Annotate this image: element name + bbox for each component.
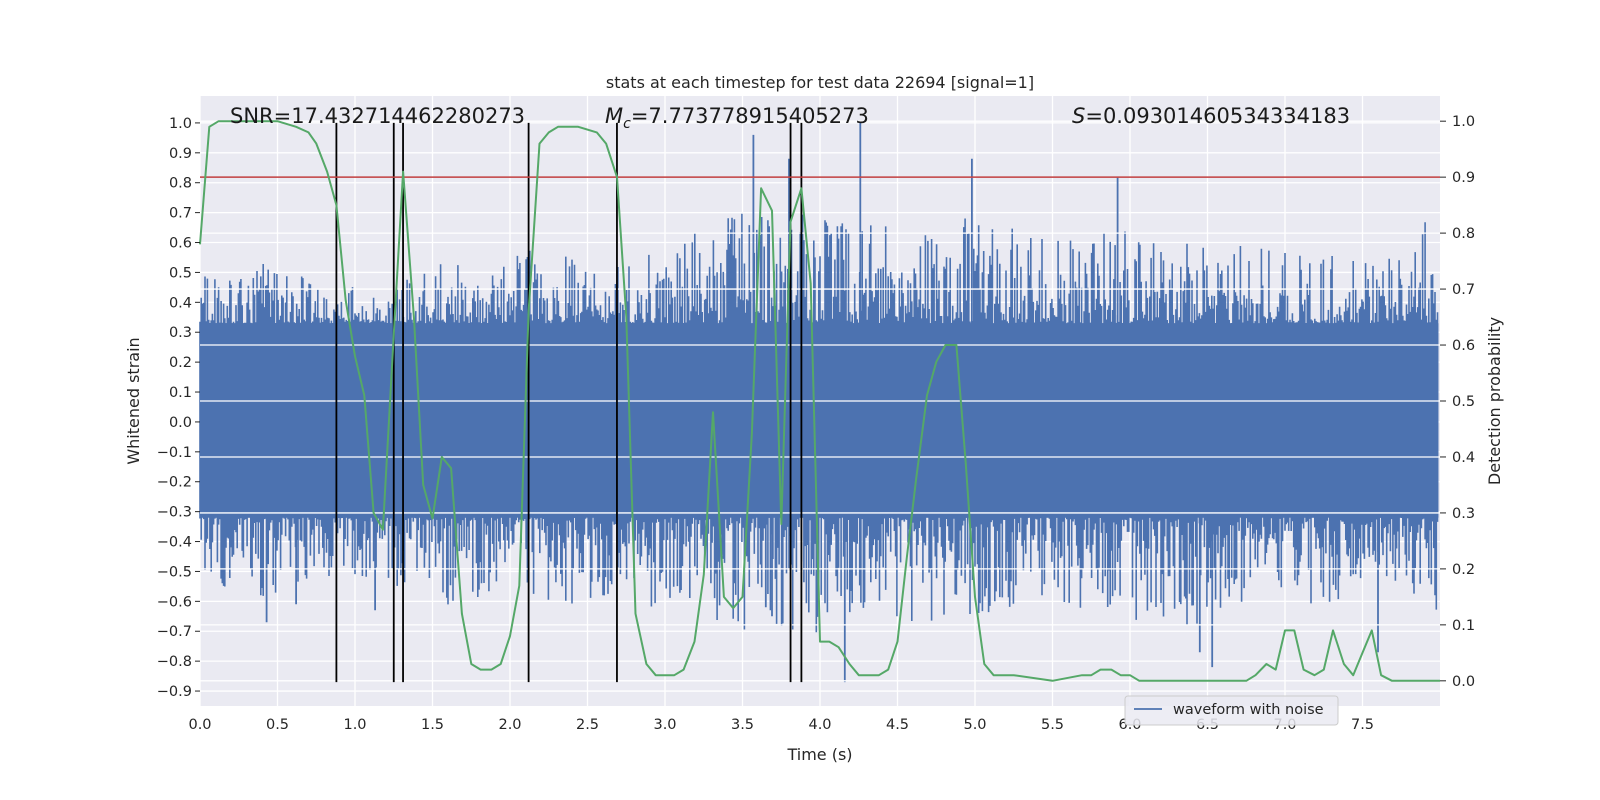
s-annotation: S=0.09301460534334183 [1072, 104, 1350, 128]
x-tick-label-4: 2.0 [498, 717, 521, 733]
x-tick-label-6: 3.0 [653, 717, 676, 733]
legend: waveform with noise [1124, 695, 1339, 726]
chart-title: stats at each timestep for test data 226… [606, 73, 1034, 92]
y-tick-label-12: 0.3 [169, 325, 192, 341]
detection-probability-line [199, 120, 1440, 682]
y2-tick-label-2: 0.2 [1452, 562, 1475, 578]
x-axis-label: Time (s) [786, 745, 852, 764]
y-tick-label-3: −0.6 [157, 594, 192, 610]
y2-tick-label-4: 0.4 [1452, 450, 1475, 466]
x-tick-label-0: 0.0 [188, 717, 211, 733]
y-tick-label-10: 0.1 [169, 385, 192, 401]
y2-tick-label-5: 0.5 [1452, 394, 1475, 410]
x-tick-label-1: 0.5 [266, 717, 289, 733]
y2-tick-label-7: 0.7 [1452, 282, 1475, 298]
y-tick-label-4: −0.5 [157, 564, 192, 580]
x-tick-label-3: 1.5 [421, 717, 444, 733]
y-tick-label-9: 0.0 [169, 415, 192, 431]
y2-tick-label-6: 0.6 [1452, 338, 1475, 354]
waveform-line [199, 213, 1439, 633]
detection-probability-series [199, 120, 1440, 682]
x-tick-label-2: 1.0 [343, 717, 366, 733]
y-tick-label-0: −0.9 [157, 684, 192, 700]
y-tick-label-2: −0.7 [157, 624, 192, 640]
y2-axis-label: Detection probability [1485, 317, 1504, 485]
y-axis-label: Whitened strain [124, 337, 143, 464]
y2-tick-label-3: 0.3 [1452, 506, 1475, 522]
y2-tick-label-10: 1.0 [1452, 114, 1475, 130]
x-tick-label-10: 5.0 [963, 717, 986, 733]
y-tick-label-15: 0.6 [169, 236, 192, 252]
y-tick-label-14: 0.5 [169, 265, 192, 281]
y2-tick-label-8: 0.8 [1452, 226, 1475, 242]
y-tick-label-18: 0.9 [169, 146, 192, 162]
y-tick-label-11: 0.2 [169, 355, 192, 371]
x-tick-label-15: 7.5 [1351, 717, 1374, 733]
y-axis-ticks: −0.9 −0.8 −0.7 −0.6 −0.5 −0.4 −0.3 −0.2 −0.1 0.0 0… [157, 116, 200, 700]
x-tick-label-8: 4.0 [808, 717, 831, 733]
y-tick-label-6: −0.3 [157, 505, 192, 521]
y2-axis-ticks: 0.0 0.1 0.2 0.3 0.4 0.5 0.6 0.7 0.8 0.9 1.0 [1440, 114, 1475, 690]
y-tick-label-1: −0.8 [157, 654, 192, 670]
y-tick-label-5: −0.4 [157, 535, 192, 551]
x-tick-label-9: 4.5 [886, 717, 909, 733]
waveform-series [199, 122, 1439, 683]
event-vertical-lines [335, 122, 803, 683]
legend-box [1124, 695, 1339, 726]
y2-tick-label-1: 0.1 [1452, 618, 1475, 634]
y-tick-label-17: 0.8 [169, 176, 192, 192]
snr-annotation: SNR=17.432714462280273 [230, 104, 525, 128]
y-tick-label-16: 0.7 [169, 206, 192, 222]
y-tick-label-7: −0.2 [157, 475, 192, 491]
chirp-mass-annotation: Mc=7.773778915405273 [605, 104, 869, 132]
x-tick-label-5: 2.5 [576, 717, 599, 733]
legend-label-waveform: waveform with noise [1173, 702, 1324, 718]
x-tick-label-11: 5.5 [1041, 717, 1064, 733]
y-tick-label-13: 0.4 [169, 295, 192, 311]
y-tick-label-8: −0.1 [157, 445, 192, 461]
y-tick-label-19: 1.0 [169, 116, 192, 132]
y2-tick-label-9: 0.9 [1452, 170, 1475, 186]
x-tick-label-7: 3.5 [731, 717, 754, 733]
y2-tick-label-0: 0.0 [1452, 674, 1475, 690]
